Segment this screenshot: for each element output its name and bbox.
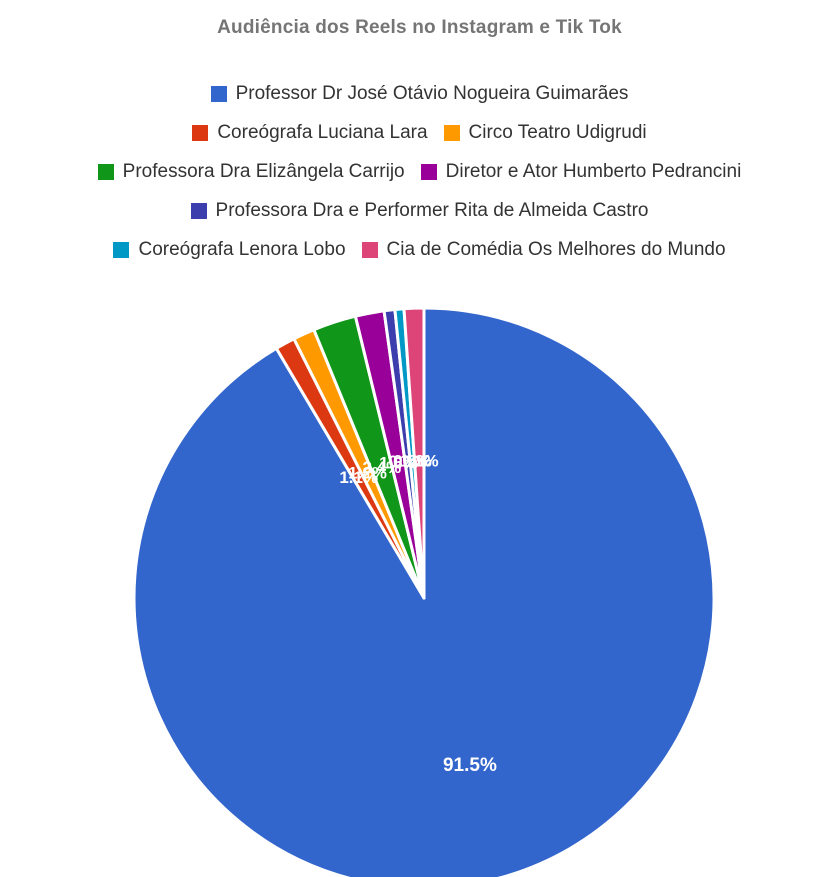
legend-swatch — [420, 164, 437, 180]
legend-label: Circo Teatro Udigrudi — [468, 122, 647, 143]
legend-row: Coreógrafa Luciana Lara Circo Teatro Udig… — [0, 122, 839, 144]
slice-data-label: 0.6% — [388, 452, 427, 471]
slice-data-label: 1.2% — [348, 463, 387, 482]
legend-label: Professora Dra Elizângela Carrijo — [122, 161, 405, 182]
chart-title: Audiência dos Reels no Instagram e Tik T… — [217, 17, 622, 38]
legend-swatch — [192, 125, 209, 141]
legend-swatch — [113, 242, 130, 258]
legend-item[interactable]: Coreógrafa Lenora Lobo — [113, 239, 346, 261]
slice-data-label: 1.1% — [339, 468, 378, 487]
legend-row: Professor Dr José Otávio Nogueira Guimar… — [0, 83, 839, 105]
legend-label: Professora Dra e Performer Rita de Almei… — [215, 200, 649, 221]
legend-swatch — [97, 164, 114, 180]
slice-data-label: 2.4% — [363, 458, 402, 477]
legend-item[interactable]: Circo Teatro Udigrudi — [443, 122, 647, 144]
slice-data-label: 1.6% — [379, 454, 418, 473]
legend-item[interactable]: Professora Dra Elizângela Carrijo — [97, 161, 405, 183]
legend-row: Coreógrafa Lenora Lobo Cia de Comédia Os … — [0, 239, 839, 261]
legend-label: Cia de Comédia Os Melhores do Mundo — [386, 239, 726, 260]
legend-swatch — [210, 86, 227, 102]
legend-item[interactable]: Professora Dra e Performer Rita de Almei… — [190, 200, 649, 222]
slice-data-label: 0.5% — [393, 452, 432, 471]
legend-row: Professora Dra e Performer Rita de Almei… — [0, 200, 839, 222]
legend-label: Coreógrafa Luciana Lara — [217, 122, 428, 143]
slice-data-label: 91.5% — [443, 755, 497, 776]
legend-label: Professor Dr José Otávio Nogueira Guimar… — [235, 83, 629, 104]
slice-data-label: 1.1% — [400, 451, 439, 470]
legend-item[interactable]: Diretor e Ator Humberto Pedrancini — [420, 161, 742, 183]
legend-swatch — [361, 242, 378, 258]
pie-slice[interactable] — [402, 306, 426, 600]
legend-label: Diretor e Ator Humberto Pedrancini — [445, 161, 742, 182]
legend-swatch — [443, 125, 460, 141]
legend-swatch — [190, 203, 207, 219]
legend-item[interactable]: Professor Dr José Otávio Nogueira Guimar… — [210, 83, 629, 105]
legend-item[interactable]: Cia de Comédia Os Melhores do Mundo — [361, 239, 726, 261]
legend-label: Coreógrafa Lenora Lobo — [138, 239, 346, 260]
legend-row: Professora Dra Elizângela Carrijo Diretor… — [0, 161, 839, 183]
legend-item[interactable]: Coreógrafa Luciana Lara — [192, 122, 428, 144]
